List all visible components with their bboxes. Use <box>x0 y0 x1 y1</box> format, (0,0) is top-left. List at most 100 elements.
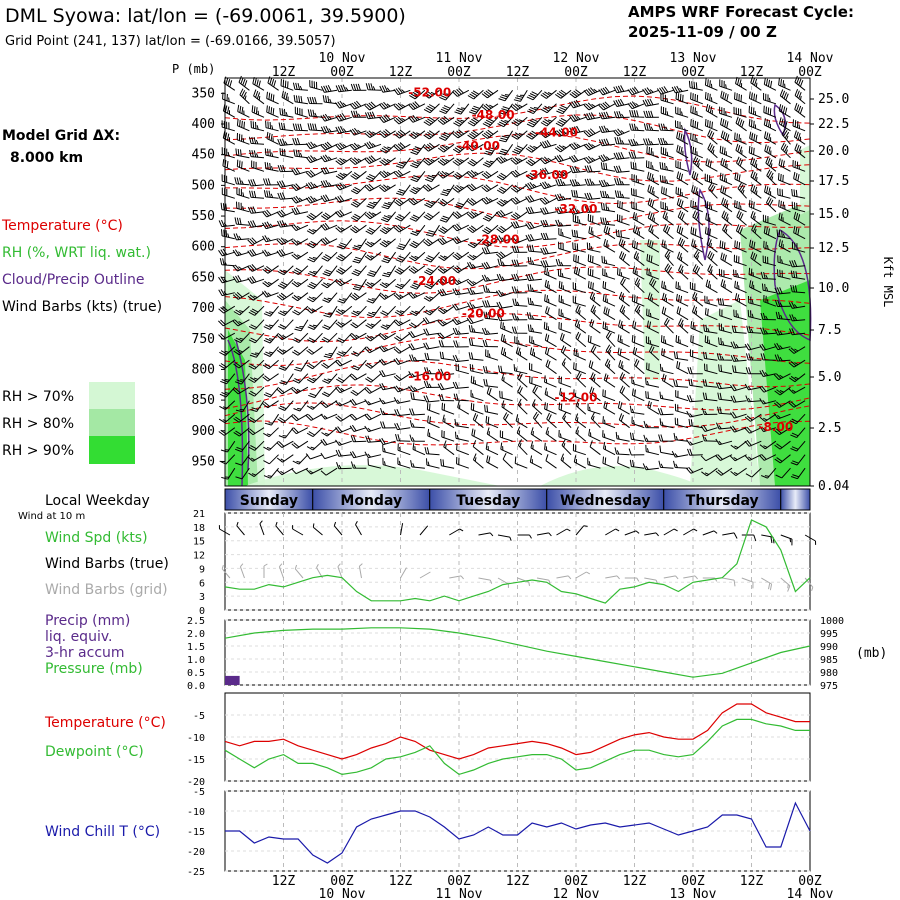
wind-barb <box>703 324 718 334</box>
wind-barb <box>590 372 601 388</box>
wind-barb <box>583 87 601 97</box>
wind-barb <box>748 91 762 105</box>
wind-barb <box>247 249 265 257</box>
wind-barb <box>701 407 718 415</box>
wind-barb <box>773 400 791 408</box>
wind-barb <box>643 420 659 429</box>
wind-barb <box>603 238 616 253</box>
wind-barb <box>715 422 733 430</box>
wind-barb <box>320 467 338 476</box>
wind-barb <box>423 103 440 114</box>
wind-barb <box>598 101 616 111</box>
wind-barb <box>452 318 469 326</box>
wind-barb <box>745 353 762 361</box>
wind-barb <box>439 89 455 101</box>
wind-barb <box>472 413 484 429</box>
wind-barb <box>247 276 265 284</box>
wind-barb <box>233 413 250 423</box>
wind-barb <box>587 457 601 469</box>
wind-barb <box>336 373 353 384</box>
wind-barb <box>452 184 470 193</box>
wind-barb <box>707 142 718 159</box>
wind-barb <box>676 361 689 375</box>
wind-barb <box>614 178 630 186</box>
wind-barb <box>454 197 470 210</box>
wind-barb <box>409 184 426 195</box>
wind-barb <box>560 453 572 469</box>
wind-barb <box>437 277 455 286</box>
y-tick-label: -10 <box>187 807 205 818</box>
wind-barb <box>263 346 279 357</box>
wind-barb <box>707 250 718 267</box>
wind-barb <box>485 442 499 456</box>
wind-barb <box>452 157 470 166</box>
wind-barb <box>358 563 363 579</box>
wind-barb <box>481 184 499 193</box>
grid-point-subtitle: Grid Point (241, 137) lat/lon = (-69.016… <box>5 34 336 49</box>
wind-barb <box>427 428 440 442</box>
wind-barb <box>261 221 279 230</box>
wind-barb <box>573 266 587 280</box>
wind-barb <box>511 130 528 140</box>
date-label: 10 Nov <box>319 887 366 900</box>
wind-barb <box>423 380 440 388</box>
wind-barb <box>410 170 426 183</box>
wind-barb <box>452 354 469 363</box>
wind-barb <box>335 113 352 122</box>
wind-barb <box>692 291 704 307</box>
wind-barb <box>583 155 601 164</box>
wind-barb <box>690 105 703 118</box>
wind-barb <box>452 143 470 154</box>
y-tick-label: 1.0 <box>187 655 205 666</box>
day-name: Sunday <box>240 493 298 509</box>
wind-barb <box>788 346 806 354</box>
wind-barb <box>510 103 528 112</box>
wind-barb <box>442 414 455 429</box>
wind-barb <box>292 346 309 356</box>
wind-barb <box>677 251 689 267</box>
wind-barb <box>744 439 762 447</box>
temperature-contour <box>224 152 811 182</box>
wind-barb <box>632 265 645 280</box>
wind-barb <box>546 412 557 429</box>
wind-barb <box>514 456 528 469</box>
wind-barb <box>219 346 236 357</box>
rh-region-6 <box>690 300 760 486</box>
wind-barb <box>526 130 543 140</box>
wind-barb <box>278 122 294 132</box>
wind-barb <box>642 463 659 471</box>
wind-barb <box>483 365 499 375</box>
wind-barb <box>291 413 309 422</box>
wind-barb <box>482 285 499 294</box>
wind-barb <box>545 306 557 321</box>
wind-barb <box>707 264 718 280</box>
wind-barb <box>312 523 323 536</box>
wind-barb <box>761 283 776 294</box>
wind-barb <box>233 359 250 369</box>
wind-barb <box>527 103 543 115</box>
wind-barb <box>559 387 572 402</box>
wind-barb <box>587 335 601 348</box>
wind-barb <box>366 197 382 209</box>
wind-barb <box>263 305 279 317</box>
wind-barb <box>780 142 791 159</box>
wind-barb <box>305 169 323 178</box>
wind-barb <box>744 413 762 422</box>
wind-barb <box>543 321 557 334</box>
wind-barb <box>501 400 513 415</box>
wind-barb <box>604 358 616 375</box>
wind-barb <box>750 210 762 226</box>
wind-barb <box>352 278 367 291</box>
wind-barb <box>631 173 645 186</box>
height-tick-label: 2.5 <box>818 421 841 436</box>
wind-barb <box>234 332 250 344</box>
wind-barb <box>220 373 236 385</box>
wind-barb <box>482 300 499 308</box>
wind-barb <box>583 128 601 138</box>
wind-barb <box>794 102 806 118</box>
wind-barb <box>774 386 791 396</box>
wind-barb <box>688 378 703 388</box>
wind-barb <box>349 451 367 459</box>
wind-barb <box>686 410 703 418</box>
wind-barb <box>540 89 557 99</box>
